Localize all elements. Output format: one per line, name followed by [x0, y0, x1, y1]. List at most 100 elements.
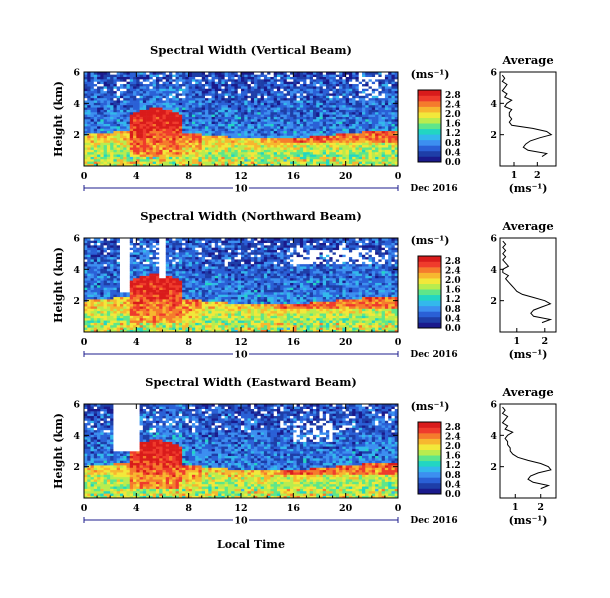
heatmap-cell	[159, 287, 163, 290]
heatmap-cell	[368, 83, 373, 87]
average-title: Average	[501, 53, 553, 67]
heatmap-cell	[244, 137, 248, 141]
heatmap-cell	[391, 72, 396, 75]
heatmap-cell	[201, 126, 206, 129]
heatmap-cell	[234, 111, 239, 115]
heatmap-cell	[149, 88, 153, 92]
heatmap-cell	[326, 161, 330, 164]
heatmap-cell	[322, 161, 327, 164]
heatmap-cell	[263, 111, 268, 115]
heatmap-cell	[113, 238, 118, 241]
heatmap-cell	[201, 123, 206, 127]
heatmap-cell	[214, 76, 219, 80]
heatmap-cell	[159, 254, 163, 258]
heatmap-cell	[90, 301, 95, 305]
heatmap-cell	[224, 83, 229, 87]
heatmap-cell	[149, 282, 153, 286]
heatmap-cell	[263, 154, 268, 157]
heatmap-cell	[162, 242, 167, 246]
heatmap-cell	[309, 88, 314, 92]
heatmap-cell	[342, 135, 346, 139]
heatmap-cell	[365, 107, 369, 110]
heatmap-cell	[100, 151, 104, 155]
heatmap-cell	[214, 102, 219, 106]
heatmap-cell	[178, 119, 183, 122]
heatmap-cell	[113, 259, 118, 262]
heatmap-cell	[326, 154, 330, 157]
heatmap-cell	[100, 72, 104, 75]
heatmap-cell	[250, 97, 255, 101]
heatmap-cell	[322, 119, 327, 122]
heatmap-cell	[188, 135, 193, 139]
heatmap-cell	[165, 285, 170, 288]
heatmap-cell	[136, 107, 140, 110]
heatmap-cell	[155, 79, 160, 82]
heatmap-cell	[362, 93, 366, 96]
heatmap-cell	[84, 289, 88, 293]
heatmap-cell	[227, 133, 232, 136]
heatmap-cell	[257, 161, 261, 164]
heatmap-cell	[250, 147, 255, 150]
heatmap-cell	[97, 137, 101, 141]
heatmap-cell	[119, 261, 124, 265]
heatmap-cell	[155, 163, 160, 167]
heatmap-cell	[90, 130, 95, 134]
heatmap-cell	[388, 156, 392, 160]
heatmap-cell	[178, 126, 183, 129]
heatmap-cell	[309, 72, 314, 75]
heatmap-cell	[237, 158, 242, 162]
colorbar-frame	[417, 89, 442, 163]
heatmap-cell	[362, 114, 366, 117]
heatmap-cell	[97, 140, 101, 143]
heatmap-cell	[113, 315, 118, 319]
heatmap-cell	[126, 327, 131, 330]
heatmap-cell	[309, 111, 314, 115]
heatmap-cell	[299, 109, 304, 113]
heatmap-cell	[250, 142, 255, 146]
heatmap-cell	[358, 104, 363, 108]
heatmap-cell	[155, 111, 160, 115]
heatmap-cell	[175, 149, 180, 153]
heatmap-cell	[260, 130, 265, 134]
heatmap-cell	[326, 81, 330, 85]
heatmap-cell	[322, 79, 327, 82]
heatmap-cell	[375, 88, 379, 92]
heatmap-cell	[378, 126, 382, 129]
heatmap-cell	[106, 95, 111, 99]
heatmap-cell	[195, 111, 199, 115]
heatmap-cell	[234, 119, 239, 122]
heatmap-cell	[322, 95, 327, 99]
heatmap-cell	[276, 86, 281, 89]
heatmap-cell	[381, 126, 386, 129]
heatmap-cell	[162, 81, 167, 85]
heatmap-cell	[106, 275, 111, 279]
heatmap-cell	[119, 252, 124, 255]
heatmap-cell	[136, 240, 140, 243]
heatmap-cell	[306, 156, 310, 160]
heatmap-cell	[103, 76, 108, 80]
heatmap-cell	[188, 79, 193, 82]
heatmap-cell	[191, 114, 196, 117]
heatmap-cell	[312, 111, 317, 115]
heatmap-cell	[254, 83, 258, 87]
heatmap-cell	[182, 151, 186, 155]
heatmap-cell	[244, 97, 248, 101]
heatmap-cell	[106, 301, 111, 305]
heatmap-cell	[250, 123, 255, 127]
heatmap-cell	[263, 100, 268, 103]
heatmap-cell	[257, 74, 261, 77]
heatmap-cell	[348, 144, 353, 148]
heatmap-cell	[329, 133, 333, 136]
colorbar-segment	[418, 134, 441, 141]
heatmap-cell	[139, 76, 144, 80]
heatmap-cell	[116, 95, 121, 99]
heatmap-cell	[136, 263, 140, 267]
heatmap-cell	[139, 324, 144, 328]
heatmap-cell	[384, 156, 389, 160]
heatmap-cell	[237, 156, 242, 160]
heatmap-cell	[133, 128, 137, 132]
heatmap-cell	[365, 149, 369, 153]
heatmap-cell	[208, 81, 212, 85]
heatmap-cell	[110, 102, 114, 106]
heatmap-cell	[381, 121, 386, 124]
